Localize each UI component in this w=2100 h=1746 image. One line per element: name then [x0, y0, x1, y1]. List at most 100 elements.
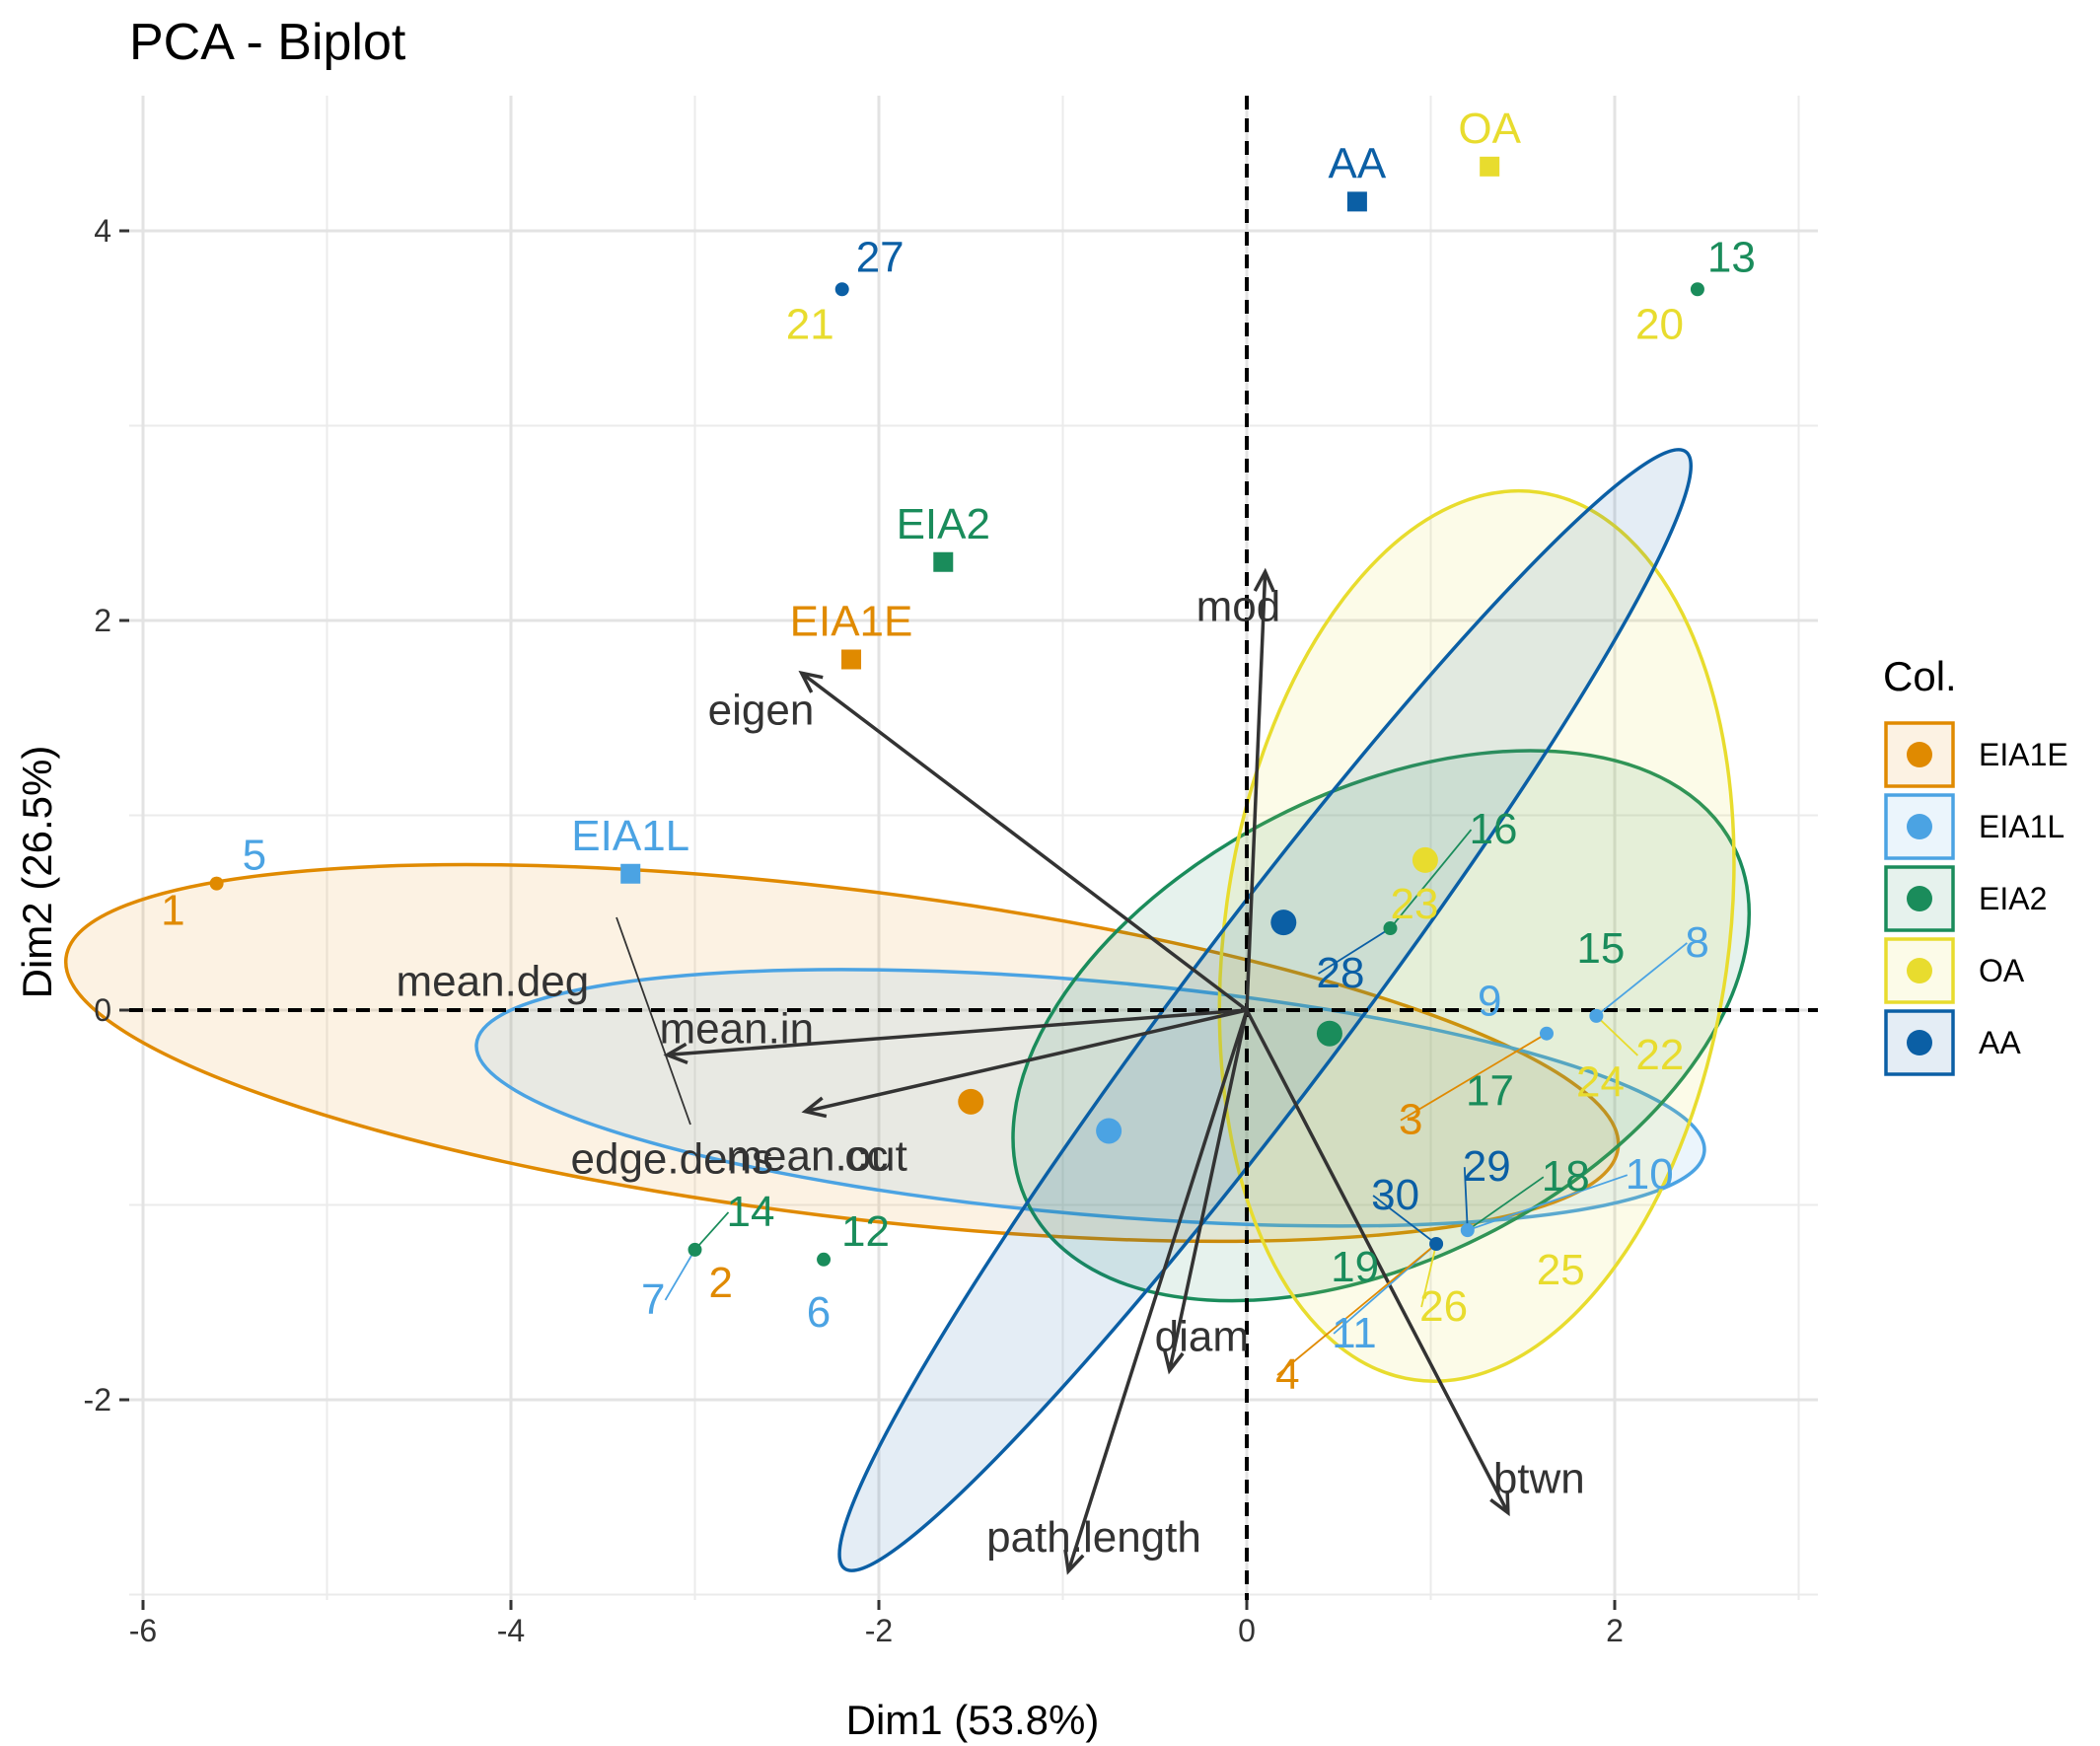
x-tick-label: -6: [129, 1613, 157, 1648]
y-axis-title: Dim2 (26.5%): [14, 746, 60, 999]
point-label-29: 29: [1463, 1142, 1511, 1191]
individual-points: [209, 282, 1704, 1267]
data-point-10: [1460, 1223, 1475, 1238]
group-centroid-markers: [620, 156, 1500, 884]
point-label-18: 18: [1542, 1152, 1590, 1200]
ellipse-oa: [1217, 488, 1736, 1383]
legend-label-oa: OA: [1979, 953, 2025, 988]
y-tick-label: 0: [94, 992, 111, 1028]
legend-dot-eia1l: [1907, 814, 1932, 839]
data-point-1: [209, 876, 224, 891]
arrow-mod: [1245, 571, 1267, 1011]
leader-line-18: [1467, 1176, 1545, 1231]
variable-label-path-length: path.length: [986, 1513, 1201, 1562]
group-mean-points: [958, 846, 1438, 1144]
point-label-21: 21: [786, 300, 834, 348]
point-label-9: 9: [1478, 978, 1501, 1026]
point-label-7: 7: [641, 1275, 665, 1324]
group-mean-oa: [1412, 846, 1438, 873]
centroid-marker-aa: [1346, 191, 1367, 212]
point-label-14: 14: [727, 1188, 775, 1236]
arrow-btwn: [1245, 1009, 1510, 1514]
variable-label-mean-out: mean.out: [726, 1132, 906, 1181]
group-mean-eia1e: [958, 1088, 984, 1115]
arrow-head-mean-deg: [663, 1042, 688, 1065]
point-label-26: 26: [1419, 1282, 1468, 1331]
centroid-label-oa: OA: [1458, 105, 1521, 153]
point-label-3: 3: [1399, 1096, 1422, 1144]
group-mean-eia2: [1316, 1020, 1342, 1047]
x-tick-label: -2: [865, 1613, 893, 1648]
legend-dot-aa: [1907, 1030, 1932, 1055]
data-point-14: [688, 1242, 702, 1257]
variable-label-mean-deg: mean.deg: [397, 957, 590, 1005]
ellipse-eia1l: [474, 968, 1706, 1228]
point-label-23: 23: [1390, 880, 1438, 928]
arrow-eigen: [800, 671, 1249, 1012]
leader-line-mean-deg: [616, 916, 691, 1126]
leader-line-22: [1595, 1015, 1638, 1056]
arrow-mean-out: [805, 1008, 1248, 1114]
arrow-head-path-length: [1063, 1549, 1085, 1575]
data-point-8: [1589, 1008, 1604, 1023]
point-label-12: 12: [841, 1207, 890, 1256]
data-point-30: [1429, 1237, 1444, 1251]
arrow-head-mean-out: [801, 1096, 828, 1119]
grid: [129, 96, 1818, 1600]
point-label-19: 19: [1331, 1243, 1379, 1291]
legend-item-oa: OA: [1884, 937, 2025, 1004]
chart-title: PCA - Biplot: [129, 14, 406, 71]
centroid-marker-oa: [1480, 156, 1500, 177]
x-tick-label: -4: [497, 1613, 525, 1648]
reference-lines: [129, 96, 1818, 1600]
leader-line-28: [1317, 927, 1391, 975]
legend-label-eia1e: EIA1E: [1979, 737, 2068, 772]
point-label-8: 8: [1685, 918, 1708, 967]
centroid-label-eia1e: EIA1E: [790, 598, 913, 646]
data-point-9: [1539, 1026, 1554, 1041]
arrow-mean-deg: [667, 1008, 1248, 1057]
x-tick-label: 2: [1606, 1613, 1624, 1648]
leader-line-7: [664, 1249, 696, 1301]
point-label-5: 5: [243, 832, 266, 880]
point-label-24: 24: [1576, 1058, 1625, 1107]
point-label-20: 20: [1635, 300, 1684, 348]
leader-line-10: [1467, 1174, 1629, 1232]
leader-line-14: [693, 1211, 730, 1251]
group-mean-eia1l: [1096, 1118, 1122, 1144]
centroid-label-eia1l: EIA1L: [571, 812, 689, 860]
legend-label-eia2: EIA2: [1979, 881, 2047, 916]
variable-label-edge-dens: edge.dens: [571, 1134, 774, 1183]
legend-label-eia1l: EIA1L: [1979, 809, 2064, 844]
variable-label-cc: cc: [844, 1132, 888, 1181]
leader-line-3: [1400, 1032, 1548, 1122]
leader-line-4: [1276, 1243, 1437, 1376]
y-tick-label: 2: [94, 603, 111, 638]
legend-dot-oa: [1907, 958, 1932, 983]
legend-item-eia1l: EIA1L: [1884, 793, 2064, 860]
centroid-label-eia2: EIA2: [897, 500, 990, 548]
arrow-head-btwn: [1489, 1491, 1510, 1517]
point-label-28: 28: [1316, 949, 1364, 997]
point-label-30: 30: [1371, 1171, 1419, 1219]
data-point-27: [834, 282, 849, 297]
point-label-17: 17: [1466, 1067, 1514, 1116]
point-label-11: 11: [1332, 1309, 1377, 1357]
legend-items: EIA1E EIA1L EIA2 OA AA: [1884, 721, 2068, 1076]
x-axis-title: Dim1 (53.8%): [846, 1697, 1100, 1743]
legend-item-eia2: EIA2: [1884, 865, 2047, 932]
variable-label-mod: mod: [1196, 583, 1281, 631]
label-leader-lines: [664, 829, 1688, 1376]
point-label-16: 16: [1469, 805, 1517, 853]
data-point-13: [1690, 282, 1704, 297]
arrow-head-diam: [1162, 1348, 1185, 1375]
leader-line-16: [1389, 829, 1473, 929]
centroid-marker-eia2: [933, 551, 954, 572]
variable-arrows: [663, 567, 1510, 1575]
legend-dot-eia2: [1907, 886, 1932, 911]
legend-title: Col.: [1883, 653, 1957, 699]
y-tick-label: -2: [84, 1382, 111, 1418]
